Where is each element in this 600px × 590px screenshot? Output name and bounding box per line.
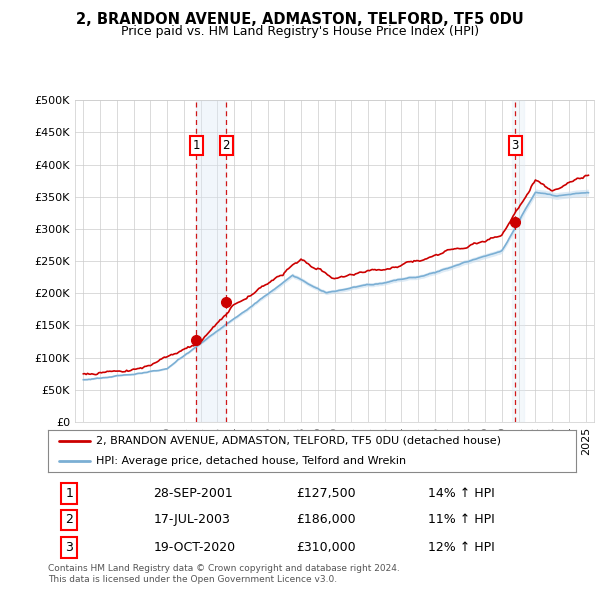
- Text: £127,500: £127,500: [296, 487, 356, 500]
- Text: 12% ↑ HPI: 12% ↑ HPI: [428, 541, 495, 554]
- Text: 19-OCT-2020: 19-OCT-2020: [154, 541, 236, 554]
- Text: 14% ↑ HPI: 14% ↑ HPI: [428, 487, 495, 500]
- Text: 3: 3: [65, 541, 73, 554]
- Text: 28-SEP-2001: 28-SEP-2001: [154, 487, 233, 500]
- Text: Price paid vs. HM Land Registry's House Price Index (HPI): Price paid vs. HM Land Registry's House …: [121, 25, 479, 38]
- Bar: [512, 100, 524, 422]
- Text: 17-JUL-2003: 17-JUL-2003: [154, 513, 230, 526]
- Text: HPI: Average price, detached house, Telford and Wrekin: HPI: Average price, detached house, Telf…: [95, 455, 406, 466]
- Text: Contains HM Land Registry data © Crown copyright and database right 2024.: Contains HM Land Registry data © Crown c…: [48, 565, 400, 573]
- Text: 11% ↑ HPI: 11% ↑ HPI: [428, 513, 495, 526]
- Text: £310,000: £310,000: [296, 541, 356, 554]
- Text: 1: 1: [65, 487, 73, 500]
- Text: 1: 1: [193, 139, 200, 152]
- Text: This data is licensed under the Open Government Licence v3.0.: This data is licensed under the Open Gov…: [48, 575, 337, 584]
- Bar: [196, 100, 226, 422]
- Text: 2, BRANDON AVENUE, ADMASTON, TELFORD, TF5 0DU (detached house): 2, BRANDON AVENUE, ADMASTON, TELFORD, TF…: [95, 436, 500, 446]
- Text: 3: 3: [512, 139, 519, 152]
- Text: 2: 2: [65, 513, 73, 526]
- Text: 2, BRANDON AVENUE, ADMASTON, TELFORD, TF5 0DU: 2, BRANDON AVENUE, ADMASTON, TELFORD, TF…: [76, 12, 524, 27]
- Text: 2: 2: [223, 139, 230, 152]
- Text: £186,000: £186,000: [296, 513, 356, 526]
